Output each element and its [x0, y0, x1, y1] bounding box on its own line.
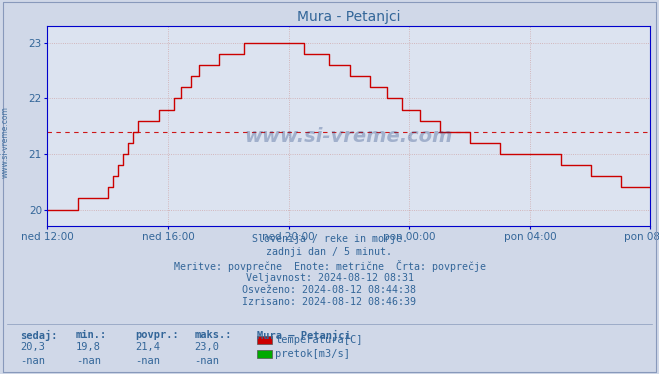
Text: -nan: -nan — [135, 356, 160, 366]
Text: -nan: -nan — [20, 356, 45, 366]
Text: min.:: min.: — [76, 330, 107, 340]
Text: -nan: -nan — [194, 356, 219, 366]
Text: maks.:: maks.: — [194, 330, 232, 340]
Text: Slovenija / reke in morje.: Slovenija / reke in morje. — [252, 234, 407, 244]
Text: Mura – Petanjci: Mura – Petanjci — [257, 330, 351, 341]
Text: Osveženo: 2024-08-12 08:44:38: Osveženo: 2024-08-12 08:44:38 — [243, 285, 416, 295]
Text: temperatura[C]: temperatura[C] — [275, 335, 363, 345]
Text: 21,4: 21,4 — [135, 342, 160, 352]
Title: Mura - Petanjci: Mura - Petanjci — [297, 10, 401, 24]
Text: Izrisano: 2024-08-12 08:46:39: Izrisano: 2024-08-12 08:46:39 — [243, 297, 416, 307]
Text: 20,3: 20,3 — [20, 342, 45, 352]
Text: www.si-vreme.com: www.si-vreme.com — [1, 106, 10, 178]
Text: pretok[m3/s]: pretok[m3/s] — [275, 349, 351, 359]
Text: Meritve: povprečne  Enote: metrične  Črta: povprečje: Meritve: povprečne Enote: metrične Črta:… — [173, 260, 486, 272]
Text: Veljavnost: 2024-08-12 08:31: Veljavnost: 2024-08-12 08:31 — [246, 273, 413, 283]
Text: 23,0: 23,0 — [194, 342, 219, 352]
Text: zadnji dan / 5 minut.: zadnji dan / 5 minut. — [266, 247, 393, 257]
Text: 19,8: 19,8 — [76, 342, 101, 352]
Text: -nan: -nan — [76, 356, 101, 366]
Text: www.si-vreme.com: www.si-vreme.com — [244, 127, 453, 146]
Text: sedaj:: sedaj: — [20, 330, 57, 341]
Text: povpr.:: povpr.: — [135, 330, 179, 340]
